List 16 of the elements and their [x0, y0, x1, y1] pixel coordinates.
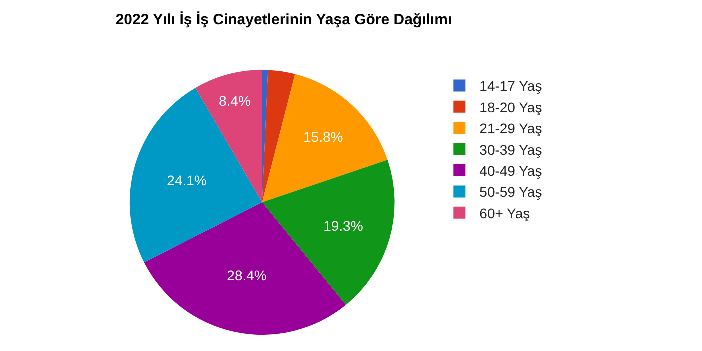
data-label: 8.4% — [218, 93, 251, 110]
legend-label: 40-49 Yaş — [480, 162, 542, 179]
legend-label: 18-20 Yaş — [480, 99, 542, 116]
chart-title: 2022 Yılı İş İş Cinayetlerinin Yaşa Göre Dağılımı — [116, 12, 452, 29]
legend-label: 30-39 Yaş — [480, 142, 542, 158]
legend-label: 50-59 Yaş — [480, 184, 542, 200]
legend-label: 14-17 Yaş — [480, 78, 542, 94]
pie-slice — [130, 88, 262, 263]
data-label: 24.1% — [167, 172, 207, 188]
legend-label: 60+ Yaş — [480, 205, 530, 222]
data-label: 28.4% — [227, 267, 267, 284]
legend-label: 21-29 Yaş — [480, 120, 542, 137]
pie-slice — [262, 74, 388, 203]
pie-slice — [262, 70, 296, 203]
data-label: 15.8% — [303, 128, 344, 145]
data-label: 19.3% — [324, 218, 364, 234]
